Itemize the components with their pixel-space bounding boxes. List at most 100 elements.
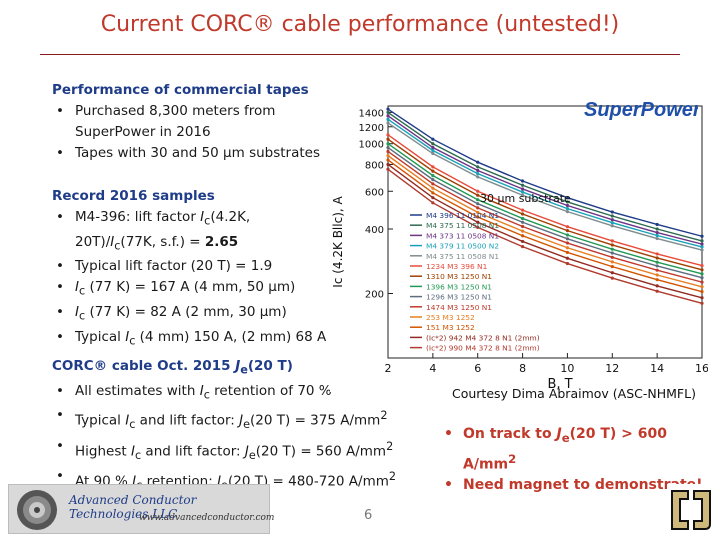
data-point [386, 117, 390, 121]
bullet-continuation: 20T)/Ic(77K, s.f.) = 2.65 [75, 233, 239, 253]
y-tick-label: 1200 [359, 123, 384, 134]
company-url: www.advancedconductor.com [139, 513, 275, 523]
data-point [476, 225, 480, 229]
data-point [431, 196, 435, 200]
data-point [520, 193, 525, 197]
ic-vs-field-chart: 200 400 600 800 1000 1200 1400 2 4 6 8 10 12 14 16 M4 3… [330, 92, 708, 392]
legend-entry: 1234 M3 396 N1 [426, 262, 488, 271]
series-line [387, 163, 703, 299]
data-point [610, 218, 614, 222]
cu-boulder-logo-icon [667, 484, 715, 536]
bullet-item: Typical Ic (4 mm) 150 A, (2 mm) 68 A [52, 327, 326, 352]
data-point [431, 186, 435, 190]
data-point [565, 229, 570, 233]
data-point [565, 196, 570, 200]
series-line [387, 168, 703, 304]
data-point [700, 239, 704, 243]
data-point [520, 208, 525, 212]
data-point [386, 137, 390, 141]
conclusions: On track to Je(20 T) > 600 A/mm2 Need ma… [440, 424, 720, 496]
data-point [476, 189, 480, 193]
data-point [431, 174, 435, 178]
plot-frame [387, 105, 703, 359]
data-point [431, 145, 435, 150]
bullet-item: Typical Ic and lift factor: Je(20 T) = 3… [52, 405, 396, 435]
bullet-continuation: SuperPower in 2016 [75, 124, 211, 140]
y-tick-label: 400 [365, 225, 384, 236]
data-point [700, 248, 704, 252]
x-tick-label: 10 [560, 362, 574, 375]
legend-entry: M4 373 11 0508 N1 [426, 231, 499, 240]
legend-entry: (Ic*2) 942 M4 372 8 N1 (2mm) [426, 333, 540, 342]
data-point [700, 280, 704, 284]
data-point [520, 234, 525, 238]
data-point [610, 271, 614, 275]
data-point [476, 202, 480, 206]
data-point [476, 160, 480, 164]
data-point [610, 214, 614, 218]
data-point [700, 268, 704, 272]
data-point [565, 203, 570, 208]
data-point [476, 175, 480, 179]
data-point [655, 268, 659, 272]
data-point [565, 225, 570, 229]
conclusion-item: Need magnet to demonstrate! [440, 475, 720, 496]
legend-entry: M4 375 11 0508 N1 [426, 252, 499, 261]
data-point [386, 107, 390, 111]
conclusion-item: On track to Je(20 T) > 600 A/mm2 [440, 424, 720, 475]
data-point [700, 296, 704, 300]
bullet-item: Purchased 8,300 meters from [52, 101, 320, 122]
y-tick-label: 800 [365, 160, 384, 171]
data-point [476, 198, 480, 202]
data-point [431, 151, 435, 156]
data-point [565, 210, 570, 214]
data-point [655, 236, 659, 241]
legend-entry: M4 375 11 0508 N1 [426, 221, 499, 230]
data-point [565, 246, 570, 250]
y-tick-label: 600 [365, 187, 384, 198]
y-tick-label: 1400 [359, 108, 384, 119]
y-tick-label: 1000 [359, 140, 384, 151]
series-line [387, 146, 703, 279]
legend-entry: 253 M3 1252 [426, 313, 475, 322]
data-point [565, 233, 570, 237]
data-point [431, 148, 435, 153]
data-point [700, 285, 704, 289]
series-line [387, 111, 703, 242]
data-point [431, 191, 435, 195]
data-point [700, 242, 704, 246]
bullet-item: Ic (77 K) = 167 A (4 mm, 50 µm) [52, 277, 326, 302]
data-point [520, 220, 525, 224]
data-point [476, 172, 480, 176]
series-line [387, 155, 703, 288]
company-name: Advanced Conductor Technologies LLC [69, 493, 197, 521]
legend-entry: M4 379 11 0500 N2 [426, 242, 499, 251]
data-point [655, 284, 659, 288]
legend-entry: M4 396 11 0104 N1 [426, 211, 499, 220]
data-point [565, 250, 570, 255]
x-tick-label: 8 [519, 362, 526, 375]
legend-entry: 1396 M3 1250 N1 [426, 282, 492, 291]
data-point [610, 243, 614, 247]
data-point [386, 110, 390, 115]
data-point [386, 158, 390, 162]
substrate-annotation: 30 µm substrate [480, 192, 571, 205]
data-point [431, 178, 435, 182]
data-point [476, 206, 480, 210]
data-point [520, 239, 525, 244]
series-line [387, 122, 703, 251]
data-point [520, 190, 525, 194]
legend-entry: 1474 M3 1250 N1 [426, 303, 492, 312]
data-point [476, 220, 480, 224]
x-tick-label: 12 [605, 362, 619, 375]
y-axis-label: Ic (4.2K Bllc), A [331, 196, 345, 288]
section-heading: Performance of commercial tapes [52, 82, 309, 98]
data-point [386, 149, 390, 154]
data-point [700, 290, 704, 294]
data-point [610, 239, 614, 243]
data-point [431, 137, 435, 141]
data-point [565, 207, 570, 211]
act-logo: Advanced Conductor Technologies LLC www.… [8, 484, 274, 534]
data-point [431, 201, 435, 205]
data-point [476, 215, 480, 219]
